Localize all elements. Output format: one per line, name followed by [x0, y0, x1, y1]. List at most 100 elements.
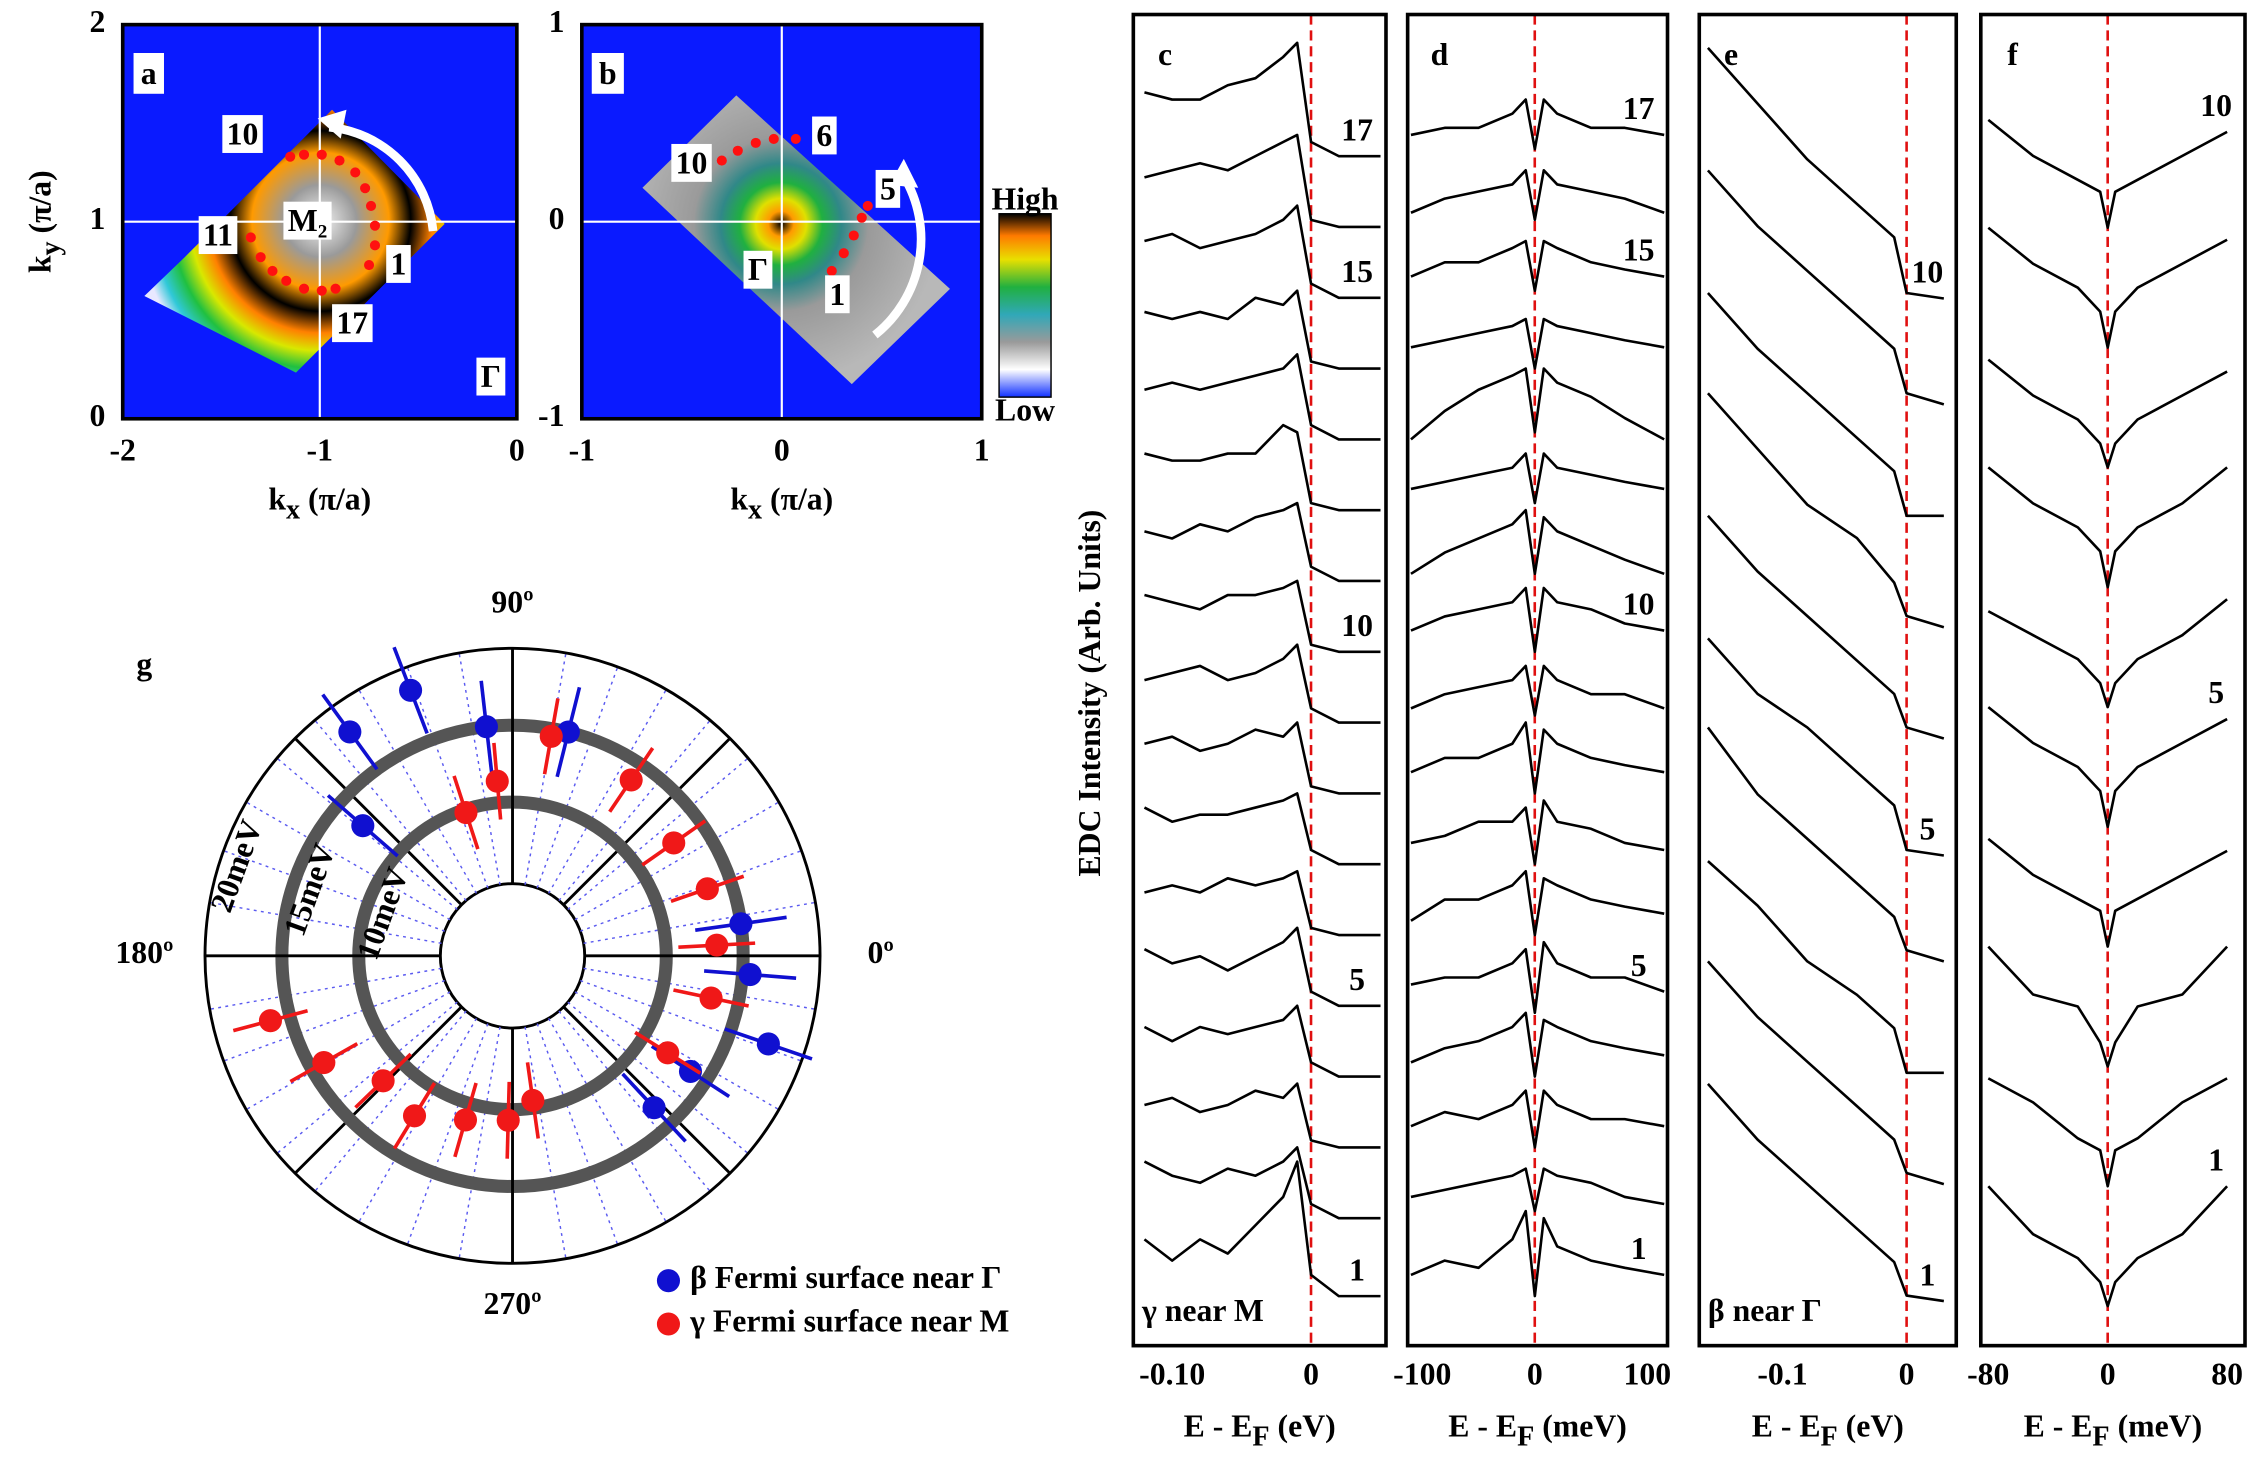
- data-point: [330, 283, 341, 294]
- radial-dotted-line: [547, 689, 667, 894]
- annotation: M₂: [288, 203, 327, 238]
- edc-curve: [1143, 1146, 1381, 1220]
- legend-label: β Fermi surface near Γ: [690, 1260, 1001, 1295]
- radial-line: [562, 737, 731, 906]
- annotation-box: [743, 250, 773, 289]
- data-point: [642, 1096, 666, 1120]
- radial-dotted-line: [558, 719, 711, 902]
- x-tick-label: 0: [2100, 1357, 2116, 1392]
- panel-note: β near Γ: [1708, 1293, 1822, 1328]
- theta-tick-label: 0º: [867, 935, 893, 970]
- curve-label: 10: [1623, 587, 1655, 622]
- data-point: [496, 1108, 520, 1132]
- annotation: Γ: [481, 359, 501, 394]
- curve-label: 5: [2208, 675, 2224, 710]
- data-point: [453, 1108, 478, 1132]
- edc-curve: [1987, 945, 2229, 1068]
- data-point: [738, 962, 762, 987]
- radial-dotted-line: [574, 801, 780, 921]
- annotation-box: [812, 116, 837, 155]
- annotation: 5: [880, 171, 896, 206]
- data-point: [454, 800, 478, 825]
- legend-label: γ Fermi surface near M: [689, 1303, 1009, 1338]
- frame: [1978, 12, 2247, 1348]
- label-sub: F: [1821, 1422, 1838, 1453]
- annotation-box: [386, 245, 411, 283]
- x-tick-label: -100: [1393, 1357, 1451, 1392]
- legend-marker: [656, 1269, 680, 1293]
- data-point: [350, 167, 361, 178]
- edc-curve: [1987, 598, 2228, 709]
- panel-note: γ near M: [1141, 1293, 1264, 1328]
- edc-curve: [1144, 1082, 1381, 1149]
- radial-dotted-line: [567, 1001, 749, 1155]
- data-point: [338, 720, 362, 744]
- edc-curve: [1410, 239, 1665, 293]
- frame: [120, 22, 519, 421]
- data-point: [750, 137, 761, 148]
- y-tick-label: 0: [90, 398, 106, 433]
- data-point: [790, 133, 801, 144]
- data-point: [402, 1104, 427, 1128]
- annotation: 1: [391, 246, 407, 281]
- label-sub: F: [1252, 1422, 1269, 1453]
- frame: [580, 22, 984, 421]
- annotation-box: [283, 201, 332, 240]
- edc-curve: [1410, 869, 1665, 937]
- edc-curve: [1143, 1160, 1381, 1298]
- curve-label: 15: [1341, 254, 1373, 289]
- x-tick-label: -0.10: [1139, 1357, 1205, 1392]
- y-tick-label: -1: [538, 398, 564, 433]
- radial-line: [562, 1005, 731, 1175]
- data-point: [371, 1069, 395, 1093]
- curve-label: 1: [1919, 1257, 1935, 1292]
- curve-label: 10: [1341, 608, 1373, 643]
- panel-letter-box: [133, 52, 164, 94]
- x-tick-label: -1: [569, 433, 595, 468]
- radial-dotted-line: [536, 666, 619, 889]
- label-base: k: [23, 255, 58, 273]
- panel-letter: d: [1431, 37, 1449, 72]
- edc-curve: [1410, 367, 1665, 441]
- curve-label: 1: [1631, 1231, 1647, 1266]
- colorbar: [998, 213, 1052, 398]
- annotation: 17: [336, 306, 368, 341]
- radial-line: [294, 737, 463, 906]
- edc-curve: [1410, 1011, 1665, 1078]
- label-base: E - E: [2024, 1409, 2093, 1444]
- axis-label: ky (π/a): [23, 170, 67, 273]
- radial-dotted-line: [458, 1026, 501, 1259]
- curve-label: 10: [1912, 255, 1944, 290]
- curve-label: 17: [1623, 91, 1655, 126]
- radial-dotted-line: [558, 1010, 711, 1192]
- annotation-box: [875, 169, 901, 208]
- radial-dotted-line: [406, 666, 489, 889]
- radial-dotted-line: [223, 979, 445, 1062]
- x-tick-label: 0: [1899, 1357, 1915, 1392]
- data-point: [732, 145, 743, 156]
- data-point: [399, 678, 423, 702]
- axis-label: E - EF (eV): [1184, 1409, 1336, 1453]
- data-point: [281, 275, 292, 286]
- curve-label: 1: [2208, 1142, 2224, 1177]
- edc-curve: [1410, 317, 1665, 370]
- curve-label: 1: [1349, 1252, 1365, 1287]
- edc-curve: [1144, 133, 1381, 229]
- label-sub: x: [286, 495, 300, 526]
- panel-letter-box: [591, 52, 624, 94]
- axis-label: E - EF (meV): [1448, 1409, 1627, 1453]
- y-tick-label: 2: [90, 4, 106, 39]
- data-point: [705, 933, 729, 957]
- edc-curve: [1143, 792, 1381, 866]
- edc-curve: [1706, 47, 1945, 300]
- data-point: [312, 1051, 336, 1075]
- radial-dotted-line: [536, 1023, 619, 1246]
- legend-marker: [656, 1312, 680, 1336]
- label-base: k: [730, 482, 748, 517]
- edc-curve: [1410, 452, 1665, 505]
- edc-curve: [1706, 169, 1945, 406]
- edc-curve: [1410, 508, 1665, 576]
- arrowhead: [317, 109, 347, 139]
- edc-curve: [1410, 664, 1665, 717]
